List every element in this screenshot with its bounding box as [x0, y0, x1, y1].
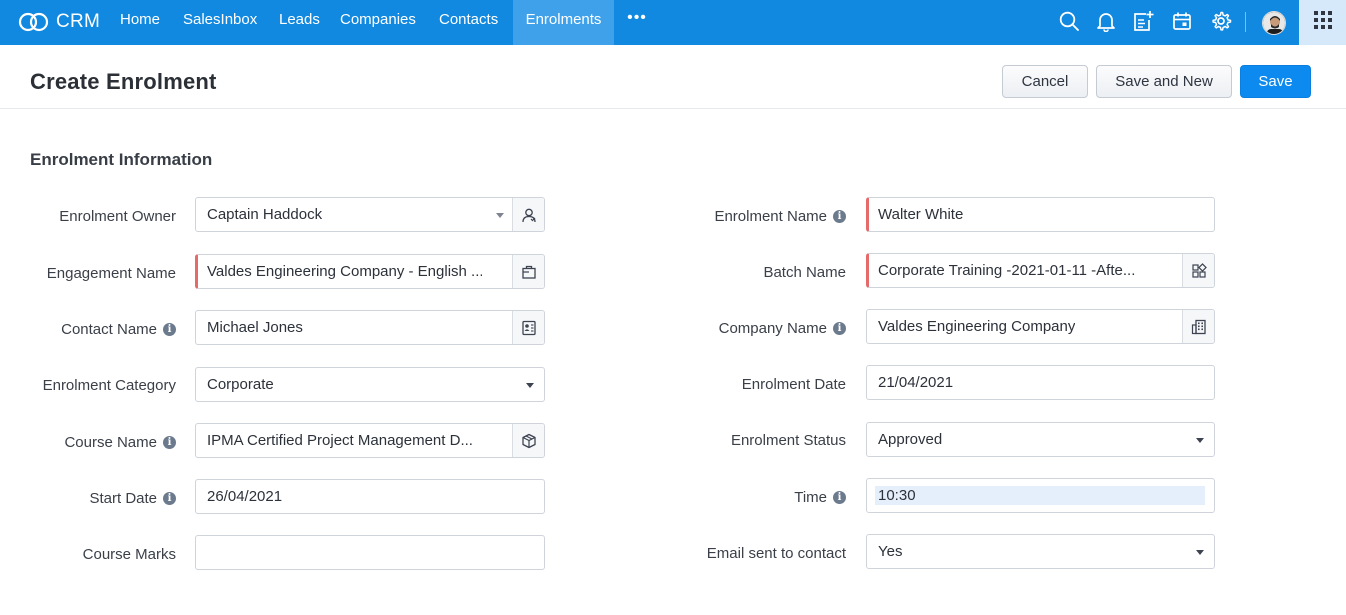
contact-card-icon — [521, 320, 536, 335]
engagement-name-label: Engagement Name — [46, 264, 176, 282]
apps-grid-icon — [1314, 11, 1332, 29]
email-sent-value: Yes — [878, 543, 903, 560]
email-sent-select[interactable]: Yes — [866, 534, 1215, 569]
nav-companies[interactable]: Companies — [340, 11, 416, 28]
time-text-selection — [875, 486, 1205, 505]
enrolment-status-select[interactable]: Approved — [866, 422, 1215, 457]
enrolment-owner-field[interactable]: Captain Haddock — [195, 197, 545, 232]
enrolment-owner-value: Captain Haddock — [207, 206, 323, 223]
info-icon[interactable]: i — [833, 209, 846, 223]
course-marks-label: Course Marks — [82, 545, 176, 563]
chevron-down-icon[interactable] — [496, 213, 504, 218]
save-and-new-button[interactable]: Save and New — [1096, 65, 1232, 98]
page-header: Create Enrolment Cancel Save and New Sav… — [0, 45, 1346, 109]
contact-name-label: Contact Name i — [20, 318, 176, 340]
enrolment-category-value: Corporate — [207, 376, 274, 393]
email-sent-label: Email sent to contact — [706, 544, 846, 562]
batch-icon — [1191, 262, 1207, 278]
nav-home[interactable]: Home — [120, 11, 161, 28]
company-name-field[interactable]: Valdes Engineering Company — [866, 309, 1215, 344]
engagement-lookup-button[interactable] — [512, 255, 544, 288]
contact-name-value: Michael Jones — [207, 319, 303, 336]
company-name-label: Company Name i — [660, 317, 846, 339]
start-date-field[interactable]: 26/04/2021 — [195, 479, 545, 514]
briefcase-icon — [521, 265, 536, 279]
company-lookup-button[interactable] — [1182, 310, 1214, 343]
contact-name-field[interactable]: Michael Jones — [195, 310, 545, 345]
info-icon[interactable]: i — [833, 490, 846, 504]
section-title: Enrolment Information — [30, 150, 213, 169]
enrolment-name-label: Enrolment Name i — [660, 205, 846, 227]
enrolment-status-value: Approved — [878, 431, 943, 448]
course-name-value: IPMA Certified Project Management D... — [207, 432, 473, 449]
enrolment-name-value: Walter White — [878, 206, 964, 223]
apps-grid-button[interactable] — [1299, 0, 1346, 45]
top-navigation-bar: CRM Home SalesInbox Leads Companies Cont… — [0, 0, 1346, 45]
chevron-down-icon[interactable] — [1196, 550, 1204, 555]
crm-logo-icon — [18, 12, 49, 32]
save-button[interactable]: Save — [1240, 65, 1311, 98]
nav-more-button[interactable]: ••• — [627, 9, 647, 26]
course-lookup-button[interactable] — [512, 424, 544, 457]
enrolment-category-label: Enrolment Category — [42, 376, 176, 394]
nav-salesinbox[interactable]: SalesInbox — [183, 11, 258, 28]
time-label: Time i — [660, 486, 846, 508]
start-date-value: 26/04/2021 — [207, 488, 283, 505]
enrolment-date-field[interactable]: 21/04/2021 — [866, 365, 1215, 400]
course-name-label: Course Name i — [20, 431, 176, 453]
enrolment-date-value: 21/04/2021 — [878, 374, 954, 391]
info-icon[interactable]: i — [163, 491, 176, 505]
info-icon[interactable]: i — [163, 435, 176, 449]
info-icon[interactable]: i — [833, 321, 846, 335]
calendar-icon[interactable] — [1171, 10, 1193, 32]
app-name: CRM — [56, 11, 101, 32]
time-field[interactable]: 10:30 — [866, 478, 1215, 513]
engagement-name-value: Valdes Engineering Company - English ... — [207, 263, 482, 280]
nav-enrolments[interactable]: Enrolments — [513, 0, 614, 45]
cancel-button[interactable]: Cancel — [1002, 65, 1088, 98]
user-icon — [521, 208, 536, 222]
search-icon[interactable] — [1058, 10, 1080, 32]
batch-lookup-button[interactable] — [1182, 254, 1214, 287]
course-name-field[interactable]: IPMA Certified Project Management D... — [195, 423, 545, 458]
batch-name-label: Batch Name — [763, 263, 846, 281]
avatar[interactable] — [1262, 11, 1286, 35]
page-title: Create Enrolment — [30, 69, 217, 94]
building-icon — [1191, 319, 1206, 334]
enrolment-status-label: Enrolment Status — [730, 431, 846, 449]
batch-name-value: Corporate Training -2021-01-11 -Afte... — [878, 262, 1136, 279]
crm-logo[interactable]: CRM — [18, 7, 100, 37]
box-icon — [521, 433, 536, 448]
chevron-down-icon[interactable] — [1196, 438, 1204, 443]
enrolment-name-field[interactable]: Walter White — [866, 197, 1215, 232]
nav-leads[interactable]: Leads — [279, 11, 320, 28]
info-icon[interactable]: i — [163, 322, 176, 336]
time-value: 10:30 — [878, 487, 916, 504]
bell-icon[interactable] — [1095, 10, 1117, 33]
batch-name-field[interactable]: Corporate Training -2021-01-11 -Afte... — [866, 253, 1215, 288]
enrolment-category-select[interactable]: Corporate — [195, 367, 545, 402]
company-name-value: Valdes Engineering Company — [878, 318, 1076, 335]
course-marks-field[interactable] — [195, 535, 545, 570]
chevron-down-icon[interactable] — [526, 383, 534, 388]
nav-contacts[interactable]: Contacts — [439, 11, 499, 28]
engagement-name-field[interactable]: Valdes Engineering Company - English ... — [195, 254, 545, 289]
user-lookup-button[interactable] — [512, 198, 544, 231]
start-date-label: Start Date i — [20, 487, 176, 509]
topbar-divider — [1245, 12, 1246, 32]
gear-icon[interactable] — [1210, 10, 1232, 32]
contact-lookup-button[interactable] — [512, 311, 544, 344]
enrolment-date-label: Enrolment Date — [741, 375, 846, 393]
enrolment-owner-label: Enrolment Owner — [59, 207, 176, 225]
add-note-icon[interactable] — [1132, 10, 1154, 32]
